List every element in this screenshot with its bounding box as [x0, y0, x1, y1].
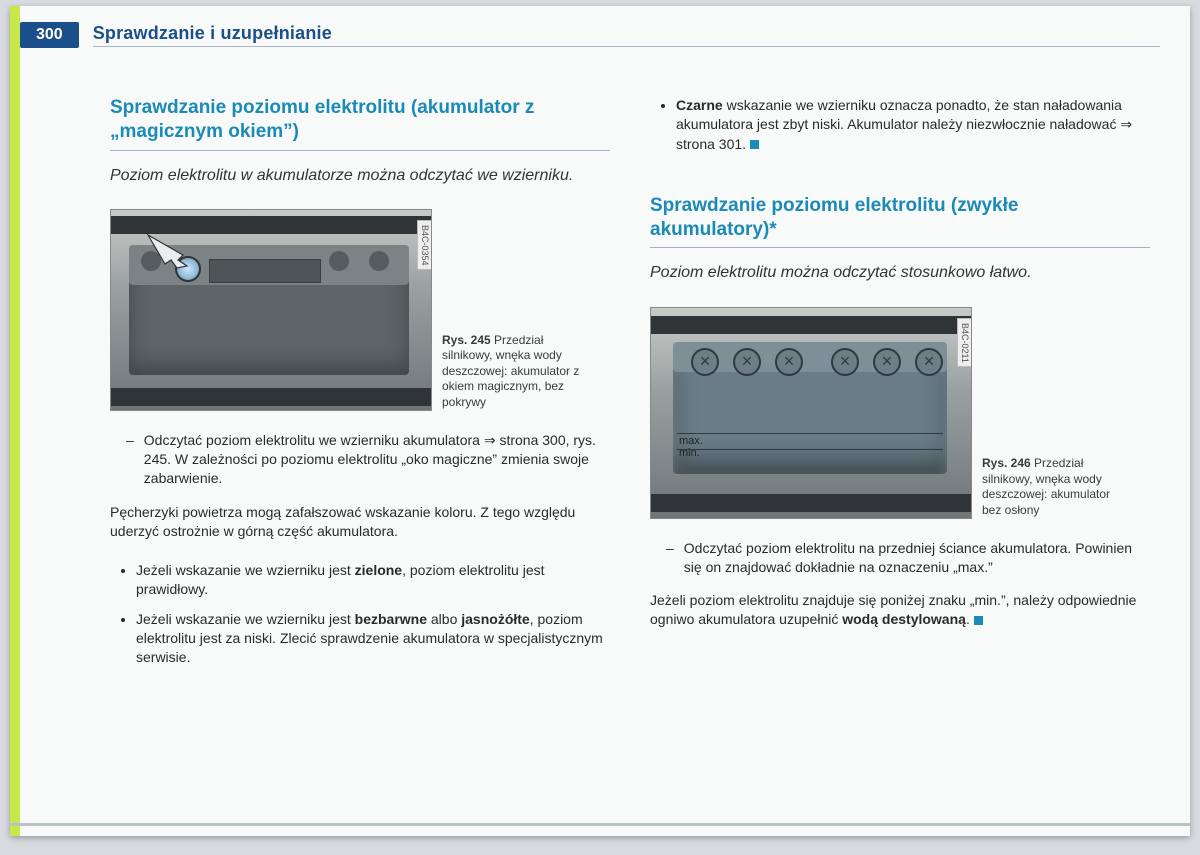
- bullet-list-continued: Czarne wskazanie we wzierniku oznacza po…: [650, 96, 1150, 164]
- figure-246: × × × × × × max. min. B4C-02: [650, 307, 1150, 519]
- engine-hose: [650, 494, 972, 512]
- figure-246-caption: Rys. 246 Przedział silnikowy, wnęka wody…: [982, 456, 1122, 518]
- right-column: Czarne wskazanie we wzierniku oznacza po…: [650, 96, 1150, 796]
- instruction-step: – Odczytać poziom elektrolitu na przedni…: [666, 539, 1150, 578]
- text-post: .: [966, 611, 970, 627]
- text-rest: wskazanie we wzierniku oznacza ponadto, …: [676, 97, 1132, 152]
- battery-cell-cap: ×: [831, 348, 859, 376]
- battery-cell-cap: ×: [691, 348, 719, 376]
- engine-hose: [650, 316, 972, 334]
- instruction-text: Odczytać poziom elektrolitu na przedniej…: [684, 539, 1150, 578]
- section-title-magic-eye: Sprawdzanie poziomu elektrolitu (akumula…: [110, 96, 610, 151]
- battery-cell-cap: ×: [915, 348, 943, 376]
- bullet-clear-yellow: Jeżeli wskazanie we wzierniku jest bezba…: [136, 610, 610, 668]
- figure-245: B4C-0354 Rys. 245 Przedział silnikowy, w…: [110, 209, 610, 411]
- figure-246-image: × × × × × × max. min. B4C-02: [650, 307, 972, 519]
- text-pre: Jeżeli wskazanie we wzierniku jest: [136, 562, 355, 578]
- bullet-green: Jeżeli wskazanie we wzierniku jest zielo…: [136, 561, 610, 600]
- page-header: 300 Sprawdzanie i uzupełnianie: [20, 22, 1160, 48]
- left-column: Sprawdzanie poziomu elektrolitu (akumula…: [110, 96, 610, 796]
- battery-terminal: [369, 251, 389, 271]
- text-bold: wodą destylowaną: [842, 611, 966, 627]
- page-number: 300: [20, 22, 79, 48]
- bullet-list: Jeżeli wskazanie we wzierniku jest zielo…: [110, 561, 610, 678]
- paragraph-min: Jeżeli poziom elektrolitu znajduje się p…: [650, 591, 1150, 630]
- min-line: [677, 449, 943, 450]
- battery-cell-cap: ×: [733, 348, 761, 376]
- binding-spine: [10, 6, 20, 836]
- battery-terminal: [329, 251, 349, 271]
- battery-illustration: × × × × × × max. min.: [673, 356, 947, 474]
- figure-245-image: B4C-0354: [110, 209, 432, 411]
- figure-number: Rys. 245: [442, 333, 491, 347]
- max-label: max.: [679, 435, 703, 447]
- content-columns: Sprawdzanie poziomu elektrolitu (akumula…: [110, 96, 1150, 796]
- bullet-black: Czarne wskazanie we wzierniku oznacza po…: [676, 96, 1150, 154]
- battery-illustration: [129, 265, 409, 375]
- section-subheading: Poziom elektrolitu można odczytać stosun…: [650, 262, 1150, 284]
- text-bold: zielone: [355, 562, 402, 578]
- battery-cell-cap: ×: [873, 348, 901, 376]
- instruction-step: – Odczytać poziom elektrolitu we wzierni…: [126, 431, 610, 489]
- level-labels: max. min.: [679, 435, 703, 459]
- pointer-arrow-icon: [143, 230, 203, 270]
- paragraph-air-bubbles: Pęcherzyki powietrza mogą zafałszować ws…: [110, 503, 610, 542]
- text-bold: Czarne: [676, 97, 723, 113]
- section-title-regular-battery: Sprawdzanie poziomu elektrolitu (zwykłe …: [650, 194, 1150, 249]
- chapter-title: Sprawdzanie i uzupełnianie: [93, 23, 1160, 47]
- text-mid: albo: [427, 611, 461, 627]
- text-bold: jasnożółte: [461, 611, 529, 627]
- page-bottom-bleed: [10, 823, 1190, 826]
- max-line: [677, 433, 943, 434]
- dash-bullet-icon: –: [126, 431, 134, 489]
- figure-number: Rys. 246: [982, 456, 1031, 470]
- manual-page: 300 Sprawdzanie i uzupełnianie Sprawdzan…: [10, 6, 1190, 836]
- engine-hose: [110, 388, 432, 406]
- min-label: min.: [679, 447, 703, 459]
- text-bold: bezbarwne: [355, 611, 427, 627]
- battery-label: [209, 259, 321, 283]
- figure-id-label: B4C-0211: [957, 318, 972, 368]
- text-pre: Jeżeli wskazanie we wzierniku jest: [136, 611, 355, 627]
- section-subheading: Poziom elektrolitu w akumulatorze można …: [110, 165, 610, 187]
- figure-id-label: B4C-0354: [417, 220, 432, 271]
- instruction-text: Odczytać poziom elektrolitu we wzierniku…: [144, 431, 610, 489]
- end-topic-icon: [974, 616, 983, 625]
- dash-bullet-icon: –: [666, 539, 674, 578]
- end-topic-icon: [750, 140, 759, 149]
- battery-cell-cap: ×: [775, 348, 803, 376]
- figure-245-caption: Rys. 245 Przedział silnikowy, wnęka wody…: [442, 333, 582, 411]
